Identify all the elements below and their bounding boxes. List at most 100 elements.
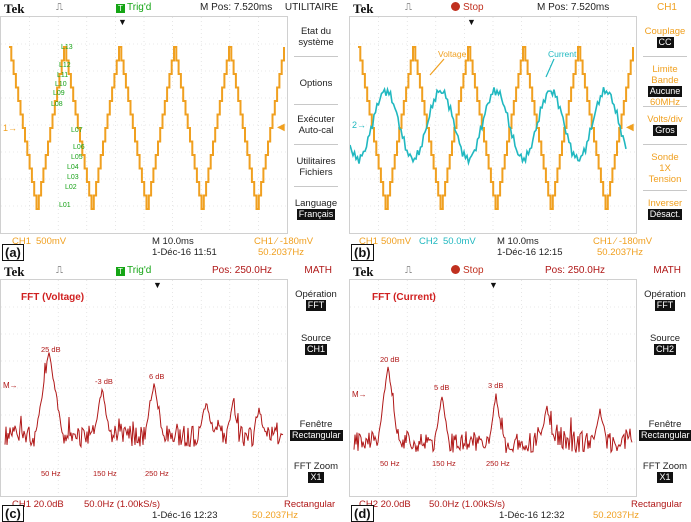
freq-label: 150 Hz xyxy=(93,469,117,478)
menu-system-status[interactable]: Etat du système xyxy=(298,26,334,48)
tek-logo: Tek xyxy=(4,264,25,279)
menu-bandwidth-limit[interactable]: Limite Bande Aucune 60MHz xyxy=(647,64,683,108)
trigger-status: T Trig'd xyxy=(116,2,151,13)
pulse-icon: ⎍ xyxy=(56,2,63,13)
status-bar: Tek ⎍ T Trig'd M Pos: 7.520ms UTILITAIRE xyxy=(0,0,342,16)
menu-options[interactable]: Options xyxy=(299,78,333,89)
scope-panel-a: Tek ⎍ T Trig'd M Pos: 7.520ms UTILITAIRE … xyxy=(0,0,342,261)
trigger-status: T Trig'd xyxy=(116,265,151,276)
level-label: L06 xyxy=(73,144,85,151)
status-bar: Tek ⎍ T Trig'd Pos: 250.0Hz MATH xyxy=(0,263,342,279)
level-label: L11 xyxy=(57,72,68,79)
level-label: L07 xyxy=(71,127,83,134)
fft-title: FFT (Voltage) xyxy=(21,292,84,303)
waveform-display: L13 L12 L11 L10 L09 L08 L07 L06 L05 L04 … xyxy=(0,16,288,234)
menu-source[interactable]: Source CH1 xyxy=(300,333,332,355)
trigger-level-arrow: ◀ xyxy=(626,122,634,133)
operation-value: FFT xyxy=(654,300,676,311)
bottom-readout: CH1 500mV CH2 50.0mV M 10.0ms CH1 ⁄ -180… xyxy=(349,236,691,258)
level-label: L08 xyxy=(51,101,63,108)
pulse-icon: ⎍ xyxy=(56,265,63,276)
menu-volts-div[interactable]: Volts/div Gros xyxy=(647,114,683,136)
fft-pos: Pos: 250.0Hz xyxy=(212,265,273,276)
math-ground-marker: M→ xyxy=(352,390,367,399)
trigger-pos-arrow: ▼ xyxy=(118,17,127,27)
fft-display: FFT (Current) 20 dB 5 dB 3 dB 50 Hz 150 … xyxy=(349,279,637,497)
menu-probe[interactable]: Sonde 1X Tension xyxy=(648,152,682,185)
current-label: Current xyxy=(548,49,577,59)
voltage-label: Voltage xyxy=(438,49,467,59)
stop-label: Stop xyxy=(463,2,484,13)
ch1-voltage-trace xyxy=(9,46,285,210)
panel-label-b: (b) xyxy=(351,244,374,261)
acquisition-status: Stop xyxy=(451,265,484,276)
window-readout: Rectangular xyxy=(631,499,683,510)
menu-title: CH1 xyxy=(656,2,677,13)
source-value: CH1 xyxy=(304,344,327,355)
stop-icon xyxy=(451,265,460,274)
menu-auto-cal[interactable]: Exécuter Auto-cal xyxy=(297,114,335,136)
m-pos: M Pos: 7.520ms xyxy=(200,2,273,13)
menu-title: MATH xyxy=(304,265,332,276)
level-label: L10 xyxy=(55,81,67,88)
menu-file-utilities[interactable]: Utilitaires Fichiers xyxy=(296,156,336,178)
tek-logo: Tek xyxy=(353,1,374,16)
panel-label-a: (a) xyxy=(2,244,24,261)
m-pos: M Pos: 7.520ms xyxy=(537,2,610,13)
trigger-level-arrow: ◀ xyxy=(277,122,285,133)
peak-label: 6 dB xyxy=(149,372,164,381)
level-label: L09 xyxy=(53,90,65,97)
bandwidth-value: Aucune xyxy=(647,86,683,97)
math-ground-marker: M→ xyxy=(3,381,18,390)
zoom-value: X1 xyxy=(308,472,324,483)
menu-operation[interactable]: Opération FFT xyxy=(295,289,337,311)
menu-language[interactable]: Language Français xyxy=(294,198,338,220)
menu-fft-zoom[interactable]: FFT Zoom X1 xyxy=(293,461,339,483)
menu-window[interactable]: Fenêtre Rectangular xyxy=(290,419,343,441)
side-menu: Opération FFT Source CH1 Fenêtre Rectangula… xyxy=(290,279,343,497)
coupling-value: CC xyxy=(656,37,674,48)
bottom-readout: CH1 20.0dB 50.0Hz (1.00kS/s) Rectangular… xyxy=(0,499,342,521)
menu-window[interactable]: Fenêtre Rectangular xyxy=(639,419,691,441)
level-label: L05 xyxy=(71,154,83,161)
waveform-display: Voltage Current 2→ ◀ ▼ xyxy=(349,16,637,234)
trigger-label: Trig'd xyxy=(127,2,152,13)
fft-voltage-spectrum xyxy=(4,352,284,449)
frequency-readout: 50.2037Hz xyxy=(258,247,304,258)
ch2-scale: 50.0mV xyxy=(443,236,476,247)
peak-label: 20 dB xyxy=(380,355,400,364)
level-label: L02 xyxy=(65,184,77,191)
ch1-label: CH1 xyxy=(12,236,32,247)
menu-source[interactable]: Source CH2 xyxy=(649,333,681,355)
peak-label: 3 dB xyxy=(488,381,503,390)
menu-coupling[interactable]: Couplage CC xyxy=(644,26,686,48)
status-bar: Tek ⎍ Stop Pos: 250.0Hz MATH xyxy=(349,263,691,279)
timestamp: 1-Déc-16 11:51 xyxy=(152,247,217,258)
panel-label-c: (c) xyxy=(2,505,24,522)
menu-fft-zoom[interactable]: FFT Zoom X1 xyxy=(642,461,688,483)
level-label: L13 xyxy=(61,44,73,51)
freq-label: 50 Hz xyxy=(380,459,400,468)
peak-label: -3 dB xyxy=(95,377,113,386)
tek-logo: Tek xyxy=(4,1,25,16)
operation-value: FFT xyxy=(305,300,327,311)
level-label: L04 xyxy=(67,164,79,171)
menu-operation[interactable]: Opération FFT xyxy=(644,289,686,311)
status-bar: Tek ⎍ Stop M Pos: 7.520ms CH1 xyxy=(349,0,691,16)
language-value: Français xyxy=(296,209,336,220)
trigger-label: Trig'd xyxy=(127,265,152,276)
timestamp: 1-Déc-16 12:23 xyxy=(152,510,218,521)
graticule: FFT (Voltage) 25 dB -3 dB 6 dB 50 Hz 150… xyxy=(1,280,287,496)
scope-panel-b: Tek ⎍ Stop M Pos: 7.520ms CH1 Voltage Cu… xyxy=(349,0,691,261)
menu-invert[interactable]: Inverser Désact. xyxy=(647,198,683,220)
peak-label: 5 dB xyxy=(434,383,449,392)
ch1-scale: 500mV xyxy=(381,236,412,247)
graticule: FFT (Current) 20 dB 5 dB 3 dB 50 Hz 150 … xyxy=(350,280,636,496)
trig-icon: T xyxy=(116,4,125,13)
fft-display: FFT (Voltage) 25 dB -3 dB 6 dB 50 Hz 150… xyxy=(0,279,288,497)
side-menu: Couplage CC Limite Bande Aucune 60MHz Volts… xyxy=(639,16,691,234)
peak-label: 25 dB xyxy=(41,345,61,354)
stop-icon xyxy=(451,2,460,11)
scope-panel-d: Tek ⎍ Stop Pos: 250.0Hz MATH FFT (Curren… xyxy=(349,263,691,522)
invert-value: Désact. xyxy=(647,209,683,220)
